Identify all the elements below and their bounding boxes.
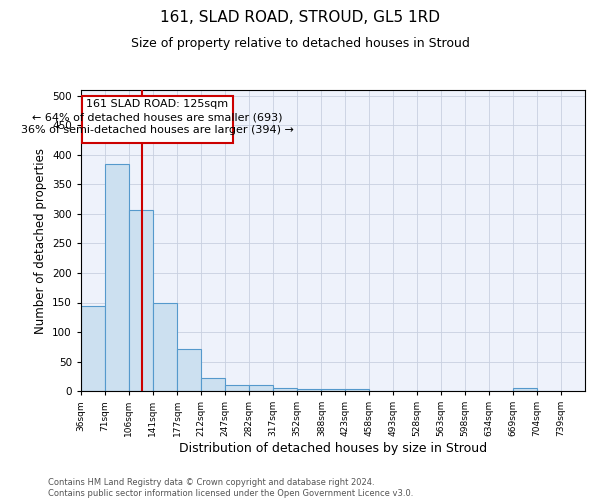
Y-axis label: Number of detached properties: Number of detached properties xyxy=(34,148,47,334)
X-axis label: Distribution of detached houses by size in Stroud: Distribution of detached houses by size … xyxy=(179,442,487,455)
Bar xyxy=(345,388,369,391)
Bar xyxy=(249,385,273,391)
Text: Size of property relative to detached houses in Stroud: Size of property relative to detached ho… xyxy=(131,38,469,51)
Bar xyxy=(297,388,320,391)
Bar xyxy=(201,378,225,391)
Text: 36% of semi-detached houses are larger (394) →: 36% of semi-detached houses are larger (… xyxy=(21,124,294,134)
Text: 161, SLAD ROAD, STROUD, GL5 1RD: 161, SLAD ROAD, STROUD, GL5 1RD xyxy=(160,10,440,25)
Bar xyxy=(322,388,345,391)
Bar xyxy=(105,164,128,391)
Bar xyxy=(152,303,176,391)
Bar xyxy=(513,388,537,391)
Text: 161 SLAD ROAD: 125sqm: 161 SLAD ROAD: 125sqm xyxy=(86,98,229,108)
FancyBboxPatch shape xyxy=(82,96,233,143)
Bar xyxy=(81,306,105,391)
Text: Contains HM Land Registry data © Crown copyright and database right 2024.
Contai: Contains HM Land Registry data © Crown c… xyxy=(48,478,413,498)
Text: ← 64% of detached houses are smaller (693): ← 64% of detached houses are smaller (69… xyxy=(32,112,283,122)
Bar xyxy=(225,385,249,391)
Bar xyxy=(177,349,201,391)
Bar xyxy=(273,388,297,391)
Bar xyxy=(128,210,152,391)
